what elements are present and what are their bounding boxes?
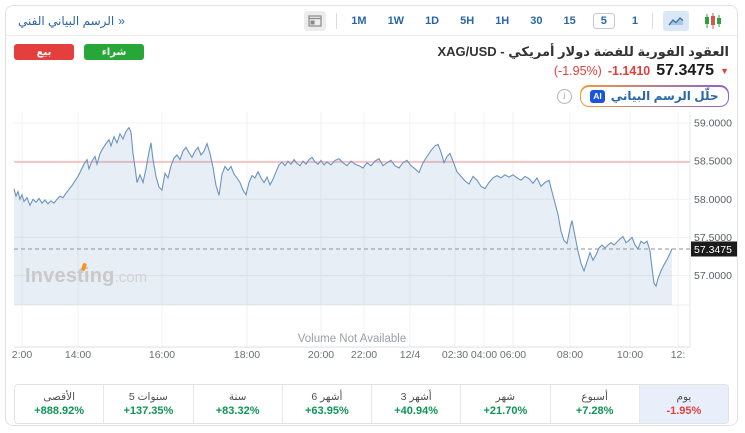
y-axis-label: 58.0000 [694, 194, 732, 206]
performance-bar: الأقصى +888.92% 5 سنوات +137.35% سنة +83.32% 6… [14, 384, 729, 424]
current-price: 57.3475 [656, 62, 715, 79]
timeframe-1w-button[interactable]: 1W [384, 13, 409, 29]
performance-cell-3: 6 أشهر +63.95% [281, 385, 371, 423]
news-panel-button[interactable] [304, 10, 327, 31]
last-price-badge-text: 57.3475 [694, 244, 732, 256]
performance-label: أسبوع [581, 391, 608, 403]
trade-buttons: بيع شراء [14, 44, 144, 60]
performance-value: +137.35% [123, 405, 174, 417]
y-axis-label: 57.5000 [694, 232, 732, 244]
technical-chart-link-label: الرسم البياني الفني [18, 13, 115, 28]
performance-label: سنة [228, 391, 247, 403]
performance-value: +63.95% [305, 405, 349, 417]
x-axis-label: 08:00 [557, 349, 583, 361]
x-axis-label: 02:30 [442, 349, 468, 361]
y-axis-label: 59.0000 [694, 118, 732, 130]
performance-cell-7: يوم -1.95% [638, 385, 728, 423]
sell-button[interactable]: بيع [14, 44, 74, 60]
chart-widget-card: الرسم البياني الفني » 1M 1W 1D 5H 1H 30 15 5 1 [5, 5, 738, 426]
ai-analyze-label: حلّل الرسم البياني [610, 89, 719, 103]
performance-label: يوم [676, 391, 692, 403]
x-axis-label: 12: [671, 349, 686, 361]
performance-label: 5 سنوات [128, 391, 168, 403]
candlestick-icon [705, 12, 721, 29]
price-area-fill [14, 127, 672, 305]
performance-value: +83.32% [215, 405, 260, 417]
performance-cell-4: 3 أشهر +40.94% [371, 385, 460, 423]
y-axis-label: 57.0000 [694, 270, 732, 282]
chart-region: 2:00 14:00 16:00 18:00 20:00 22:00 12/4 02:30 04… [6, 110, 737, 365]
performance-label: شهر [495, 391, 516, 403]
price-change: -1.1410 [607, 64, 651, 78]
toolbar: الرسم البياني الفني » 1M 1W 1D 5H 1H 30 15 5 1 [6, 6, 737, 36]
technical-chart-link[interactable]: الرسم البياني الفني » [18, 14, 125, 28]
x-axis-label: 2:00 [12, 349, 33, 361]
ai-badge: AI [590, 89, 605, 103]
performance-value: -1.95% [666, 405, 702, 417]
x-axis-label: 18:00 [234, 349, 260, 361]
toolbar-controls: 1M 1W 1D 5H 1H 30 15 5 1 [304, 10, 727, 31]
performance-label: الأقصى [43, 391, 76, 403]
x-axis-label: 10:00 [617, 349, 643, 361]
x-axis-label: 12/4 [400, 349, 421, 361]
chart-type-area-button[interactable] [663, 10, 689, 31]
price-row: (-1.95%) -1.1410 57.3475 ▼ [554, 62, 729, 80]
timeframe-1d-button[interactable]: 1D [421, 13, 443, 29]
x-axis-label: 20:00 [308, 349, 334, 361]
performance-section: الأقصى +888.92% 5 سنوات +137.35% سنة +83.32% 6… [6, 365, 737, 424]
chart-type-candlestick-button[interactable] [699, 11, 727, 31]
performance-value: +21.70% [483, 405, 528, 417]
price-down-arrow-icon: ▼ [720, 66, 729, 76]
timeframe-15-button[interactable]: 15 [560, 13, 580, 29]
performance-cell-0: الأقصى +888.92% [15, 385, 103, 423]
toolbar-divider [652, 12, 653, 29]
performance-cell-2: سنة +83.32% [192, 385, 282, 423]
area-chart-icon [668, 17, 684, 26]
news-panel-icon [308, 14, 322, 27]
performance-value: +40.94% [394, 405, 438, 417]
timeframe-30-button[interactable]: 30 [526, 13, 546, 29]
x-axis-label: 22:00 [351, 349, 377, 361]
timeframe-5-button[interactable]: 5 [592, 12, 615, 29]
performance-cell-6: أسبوع +7.28% [549, 385, 639, 423]
buy-button[interactable]: شراء [84, 44, 144, 60]
timeframe-5h-button[interactable]: 5H [456, 13, 478, 29]
performance-cell-5: شهر +21.70% [460, 385, 549, 423]
x-axis-label: 04:00 [471, 349, 497, 361]
volume-note: Volume Not Available [298, 333, 406, 345]
price-change-percent: (-1.95%) [553, 64, 602, 78]
performance-label: 3 أشهر [400, 391, 432, 403]
y-axis-label: 58.5000 [694, 156, 732, 168]
performance-cell-1: 5 سنوات +137.35% [103, 385, 192, 423]
timeframe-1-button[interactable]: 1 [628, 13, 642, 29]
chevrons-right-icon: » [118, 13, 125, 28]
instrument-info: XAG/USD - العقود الفورية للفضة دولار أمر… [18, 42, 729, 107]
x-axis-label: 06:00 [500, 349, 526, 361]
performance-value: +888.92% [34, 405, 85, 417]
ai-analyze-chart-button[interactable]: AI حلّل الرسم البياني [579, 85, 729, 107]
performance-label: 6 أشهر [311, 391, 343, 403]
instrument-header: بيع شراء XAG/USD - العقود الفورية للفضة … [6, 36, 737, 110]
x-axis-label: 14:00 [65, 349, 91, 361]
instrument-title: XAG/USD - العقود الفورية للفضة دولار أمر… [437, 44, 729, 59]
last-price-badge [691, 241, 737, 257]
timeframe-1m-button[interactable]: 1M [347, 13, 370, 29]
price-chart[interactable]: 2:00 14:00 16:00 18:00 20:00 22:00 12/4 02:30 04… [6, 110, 738, 365]
info-icon[interactable]: i [556, 88, 572, 104]
performance-value: +7.28% [575, 405, 614, 417]
timeframe-selector: 1M 1W 1D 5H 1H 30 15 5 1 [347, 12, 642, 29]
ai-row: i AI حلّل الرسم البياني [556, 85, 729, 107]
timeframe-1h-button[interactable]: 1H [491, 13, 513, 29]
price-line [13, 126, 673, 288]
toolbar-divider [336, 12, 338, 29]
x-axis-label: 16:00 [149, 349, 175, 361]
